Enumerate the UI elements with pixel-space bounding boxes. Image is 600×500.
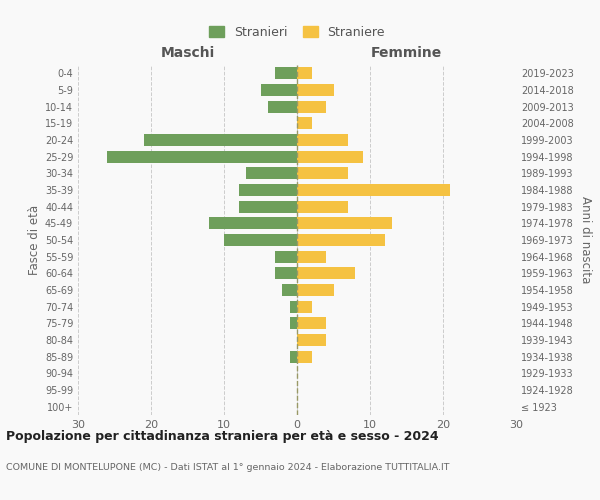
Bar — [297, 284, 334, 296]
Bar — [297, 150, 363, 162]
Bar — [297, 268, 355, 280]
Bar — [246, 168, 297, 179]
Bar — [297, 118, 311, 130]
Text: Maschi: Maschi — [160, 46, 215, 60]
Bar — [297, 318, 326, 330]
Bar — [283, 284, 297, 296]
Text: Femmine: Femmine — [371, 46, 442, 60]
Bar — [290, 350, 297, 362]
Bar — [297, 100, 326, 112]
Bar — [290, 300, 297, 312]
Bar — [297, 168, 348, 179]
Bar — [239, 184, 297, 196]
Bar — [275, 68, 297, 80]
Bar — [297, 300, 311, 312]
Bar — [209, 218, 297, 230]
Bar — [144, 134, 297, 146]
Y-axis label: Anni di nascita: Anni di nascita — [579, 196, 592, 284]
Text: COMUNE DI MONTELUPONE (MC) - Dati ISTAT al 1° gennaio 2024 - Elaborazione TUTTIT: COMUNE DI MONTELUPONE (MC) - Dati ISTAT … — [6, 462, 449, 471]
Bar — [275, 250, 297, 262]
Bar — [297, 250, 326, 262]
Bar — [297, 218, 392, 230]
Bar — [297, 68, 311, 80]
Text: Popolazione per cittadinanza straniera per età e sesso - 2024: Popolazione per cittadinanza straniera p… — [6, 430, 439, 443]
Bar — [297, 184, 451, 196]
Bar — [290, 318, 297, 330]
Bar — [297, 350, 311, 362]
Bar — [268, 100, 297, 112]
Bar — [297, 234, 385, 246]
Bar — [297, 334, 326, 346]
Legend: Stranieri, Straniere: Stranieri, Straniere — [204, 20, 390, 44]
Bar — [107, 150, 297, 162]
Bar — [275, 268, 297, 280]
Bar — [224, 234, 297, 246]
Bar — [239, 200, 297, 212]
Bar — [297, 200, 348, 212]
Y-axis label: Fasce di età: Fasce di età — [28, 205, 41, 275]
Bar — [297, 84, 334, 96]
Bar — [297, 134, 348, 146]
Bar — [260, 84, 297, 96]
